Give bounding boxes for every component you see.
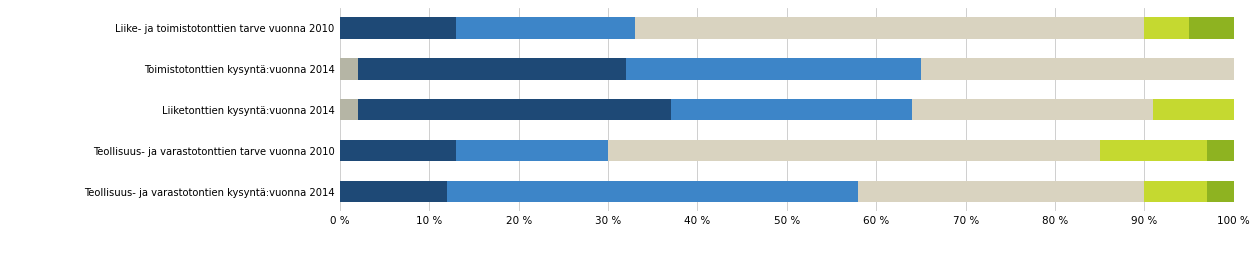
Bar — [340, 17, 456, 39]
Bar — [671, 99, 912, 120]
Bar — [859, 181, 1144, 202]
Bar — [1207, 140, 1234, 161]
Bar — [340, 58, 358, 79]
Bar — [1144, 181, 1207, 202]
Bar — [456, 140, 608, 161]
Bar — [340, 99, 358, 120]
Bar — [358, 58, 626, 79]
Bar — [340, 140, 456, 161]
Bar — [1188, 17, 1234, 39]
Bar — [340, 181, 447, 202]
Bar — [912, 99, 1153, 120]
Bar — [1153, 99, 1234, 120]
Bar — [358, 99, 671, 120]
Bar — [447, 181, 859, 202]
Bar — [626, 58, 920, 79]
Bar — [635, 17, 1144, 39]
Bar — [456, 17, 635, 39]
Bar — [1144, 17, 1188, 39]
Bar — [608, 140, 1100, 161]
Bar — [920, 58, 1234, 79]
Bar — [1100, 140, 1207, 161]
Bar — [1207, 181, 1234, 202]
